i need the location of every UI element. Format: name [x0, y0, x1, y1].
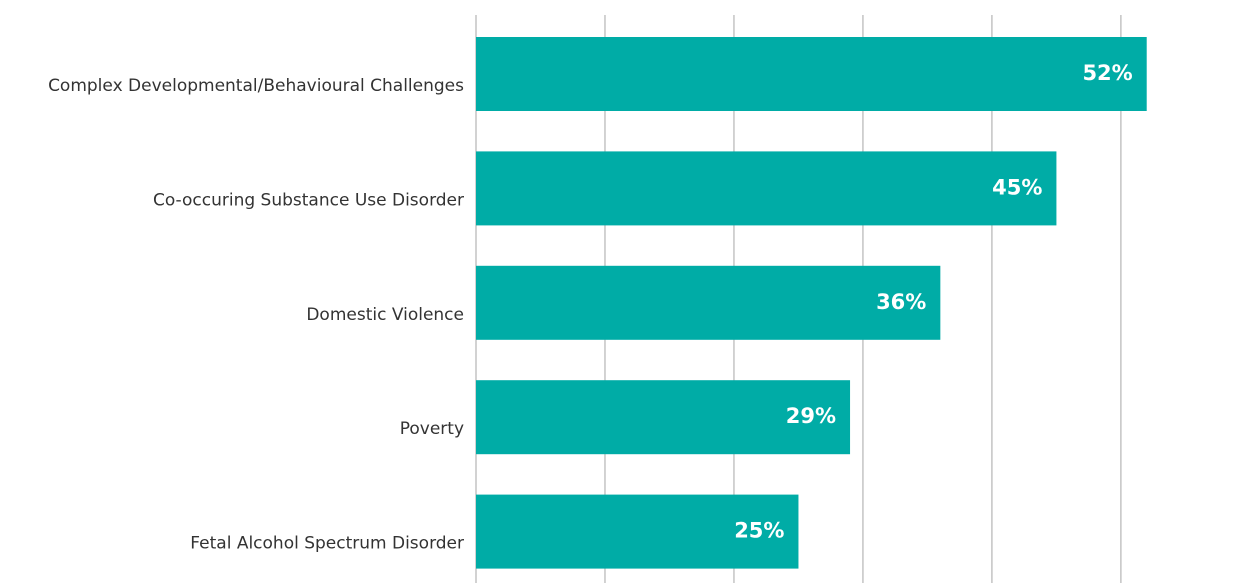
value-label: 29%: [786, 404, 836, 428]
bar: [476, 265, 941, 340]
category-label: Domestic Violence: [306, 305, 464, 325]
value-label: 25%: [734, 519, 784, 543]
category-label: Poverty: [400, 419, 464, 439]
category-label: Fetal Alcohol Spectrum Disorder: [190, 534, 464, 554]
bar: [476, 37, 1147, 111]
value-label: 52%: [1082, 61, 1132, 85]
bar: [476, 494, 799, 569]
value-label: 36%: [876, 290, 926, 314]
value-label: 45%: [992, 175, 1042, 199]
category-label: Complex Developmental/Behavioural Challe…: [48, 76, 464, 96]
bar: [476, 380, 851, 455]
category-label: Co-occuring Substance Use Disorder: [153, 190, 464, 210]
bar: [476, 151, 1057, 226]
